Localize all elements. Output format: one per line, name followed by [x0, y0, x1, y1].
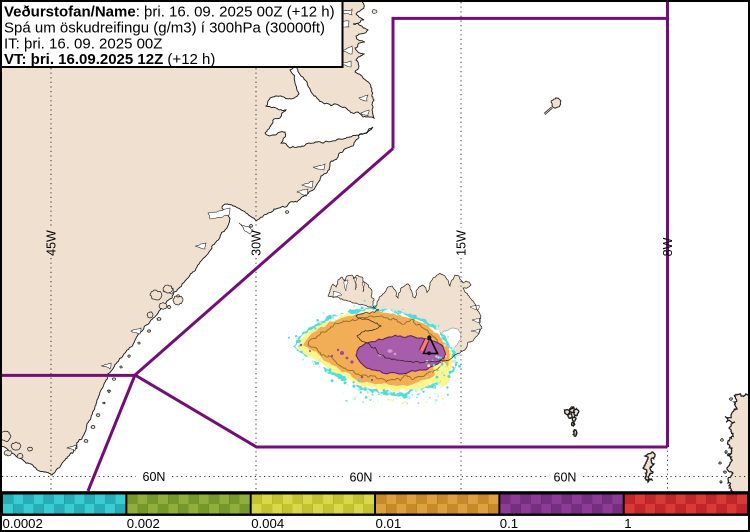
svg-text:60N: 60N — [143, 470, 166, 484]
svg-text:Veðurstofan/Name: þri. 16. 09.: Veðurstofan/Name: þri. 16. 09. 2025 00Z … — [4, 4, 335, 21]
svg-text:Spá um öskudreifingu (g/m3) í: Spá um öskudreifingu (g/m3) í 300hPa (30… — [4, 20, 325, 37]
svg-text:15W: 15W — [455, 230, 469, 256]
svg-text:0.1: 0.1 — [500, 516, 518, 531]
svg-text:30W: 30W — [250, 230, 264, 256]
svg-text:60N: 60N — [554, 471, 577, 485]
svg-text:IT: þri. 16. 09. 2025 00Z: IT: þri. 16. 09. 2025 00Z — [4, 36, 162, 53]
svg-text:60N: 60N — [350, 471, 373, 485]
svg-text:1: 1 — [624, 516, 631, 531]
svg-text:0.01: 0.01 — [376, 516, 402, 531]
svg-text:0.004: 0.004 — [251, 516, 284, 531]
svg-text:VT: þri. 16.09.2025 12Z (+12 h: VT: þri. 16.09.2025 12Z (+12 h) — [4, 51, 215, 68]
svg-text:45W: 45W — [45, 230, 59, 256]
svg-text:8W: 8W — [661, 237, 675, 256]
svg-text:0.0002: 0.0002 — [3, 516, 43, 531]
svg-text:0.002: 0.002 — [127, 516, 160, 531]
